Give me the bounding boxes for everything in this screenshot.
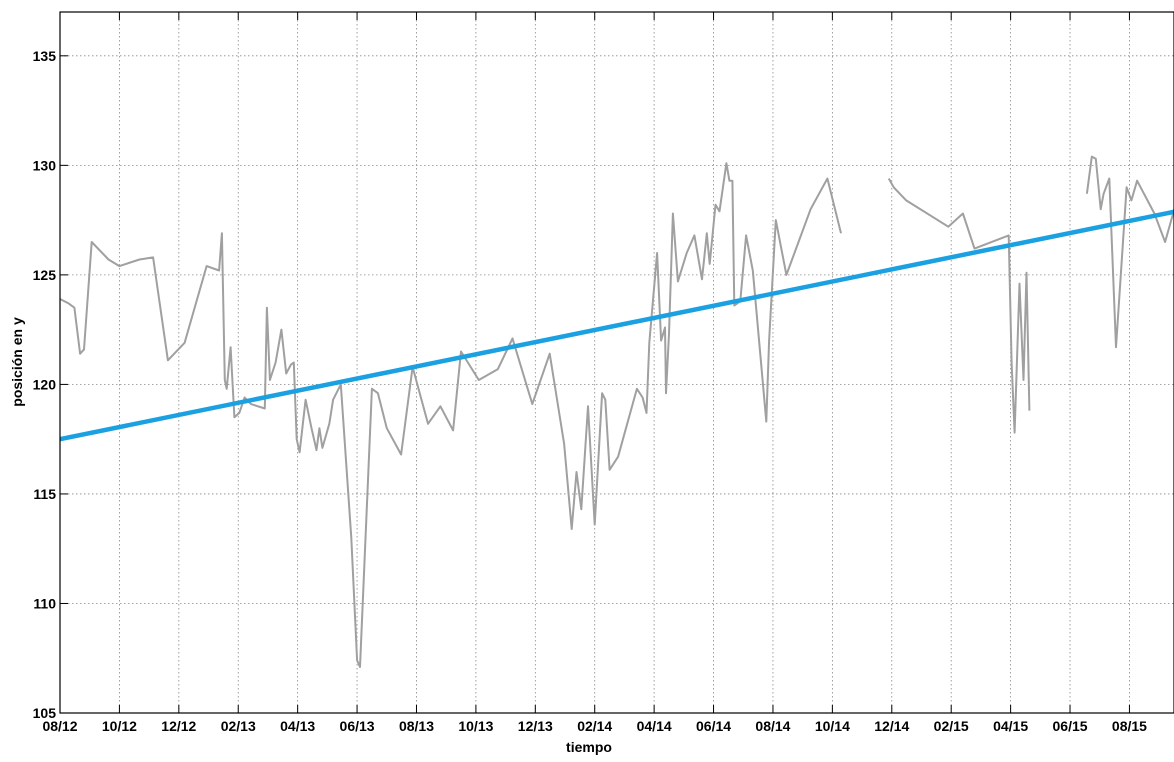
x-tick-label: 10/14 (815, 718, 850, 734)
x-tick-label: 08/14 (755, 718, 790, 734)
series-data-line (887, 178, 1031, 434)
y-tick-label: 105 (33, 705, 57, 721)
x-tick-label: 10/13 (458, 718, 493, 734)
y-axis-label: posición en y (9, 317, 25, 407)
y-tick-label: 130 (33, 157, 57, 173)
x-tick-label: 12/13 (518, 718, 553, 734)
x-tick-label: 04/14 (637, 718, 672, 734)
x-tick-label: 08/15 (1112, 718, 1147, 734)
x-tick-label: 06/14 (696, 718, 731, 734)
x-tick-label: 04/15 (993, 718, 1028, 734)
x-tick-label: 06/15 (1053, 718, 1088, 734)
plot-frame (59, 11, 1174, 714)
y-tick-label: 115 (33, 486, 56, 502)
x-tick-label: 02/15 (934, 718, 969, 734)
x-tick-label: 04/13 (280, 718, 315, 734)
x-tick-label: 06/13 (340, 718, 375, 734)
x-axis-label: tiempo (566, 739, 612, 755)
x-tick-label: 02/14 (577, 718, 612, 734)
grid (60, 12, 1174, 713)
x-tick-label: 02/13 (221, 718, 256, 734)
series-layer (60, 155, 1174, 668)
y-tick-label: 125 (33, 267, 57, 283)
series-data-line (60, 162, 842, 668)
series-trend-line (60, 209, 1174, 442)
x-tick-label: 08/12 (42, 718, 77, 734)
y-tick-label: 110 (33, 595, 56, 611)
x-tick-label: 12/14 (874, 718, 909, 734)
y-tick-label: 120 (33, 376, 57, 392)
series-data-line (1085, 155, 1174, 349)
plot-background (60, 12, 1174, 713)
y-tick-label: 135 (33, 48, 57, 64)
x-tick-label: 10/12 (102, 718, 137, 734)
ticks: 08/12 10/12 12/12 02/13 04/13 06/13 08/13 10/13… (33, 12, 1147, 734)
series-group (60, 155, 1174, 668)
x-tick-label: 12/12 (161, 718, 196, 734)
x-tick-label: 08/13 (399, 718, 434, 734)
